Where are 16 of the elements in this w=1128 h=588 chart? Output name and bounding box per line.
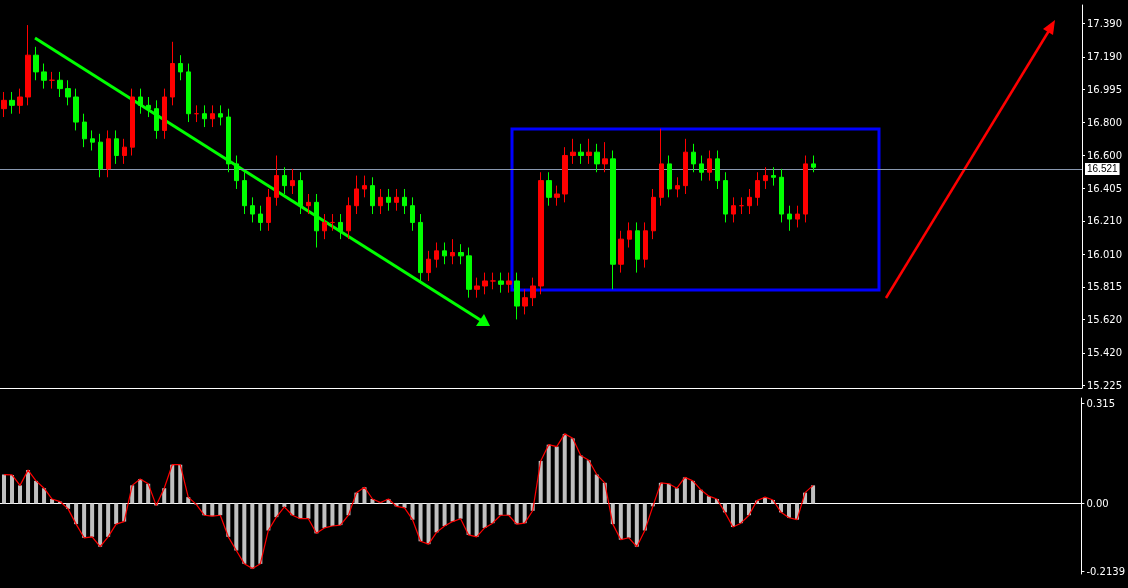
y-tick-label: -0.2139 (1086, 565, 1126, 577)
y-tick-label: 17.390 (1087, 17, 1122, 29)
y-tick-label: 16.995 (1087, 83, 1122, 95)
y-tick-label: 15.225 (1087, 379, 1122, 391)
y-tick-label: 16.800 (1087, 116, 1122, 128)
y-tick-label: 17.190 (1087, 51, 1122, 63)
y-tick-label: 16.210 (1087, 215, 1122, 227)
y-tick-label: 15.420 (1087, 347, 1122, 359)
ref-line-label: 16.521 (1087, 163, 1119, 175)
y-tick-label: 0.00 (1086, 497, 1109, 509)
y-tick-label: 16.600 (1087, 150, 1122, 162)
y-tick-label: 16.010 (1087, 248, 1122, 260)
y-tick-label: 15.620 (1087, 313, 1122, 325)
y-tick-label: 16.405 (1087, 182, 1122, 194)
y-tick-label: 15.815 (1087, 281, 1122, 293)
y-tick-label: 0.315 (1086, 397, 1116, 409)
